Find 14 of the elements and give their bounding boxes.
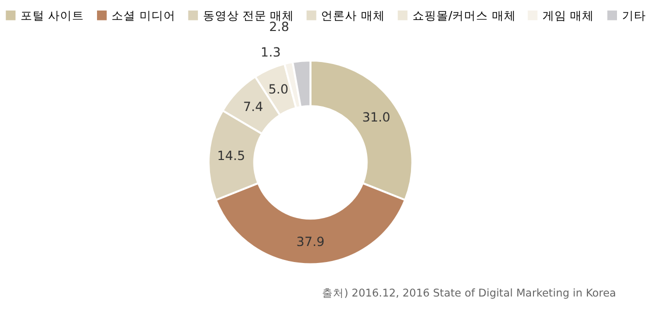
data-label: 5.0 bbox=[268, 81, 288, 96]
legend-label: 언론사 매체 bbox=[321, 8, 385, 22]
data-label: 7.4 bbox=[243, 99, 264, 114]
legend-label: 게임 매체 bbox=[542, 8, 594, 22]
legend-label: 포털 사이트 bbox=[20, 8, 84, 22]
legend-label: 기타 bbox=[622, 8, 646, 22]
legend-label: 소셜 미디어 bbox=[112, 8, 176, 22]
data-label: 1.3 bbox=[260, 44, 281, 60]
data-label: 31.0 bbox=[362, 110, 390, 125]
data-label: 37.9 bbox=[296, 234, 324, 249]
legend-label: 쇼핑몰/커머스 매체 bbox=[412, 8, 516, 22]
legend-label: 동영상 전문 매체 bbox=[202, 8, 294, 22]
data-label: 14.5 bbox=[217, 148, 246, 164]
source-note: 출처) 2016.12, 2016 State of Digital Marketing in Korea bbox=[322, 286, 616, 300]
